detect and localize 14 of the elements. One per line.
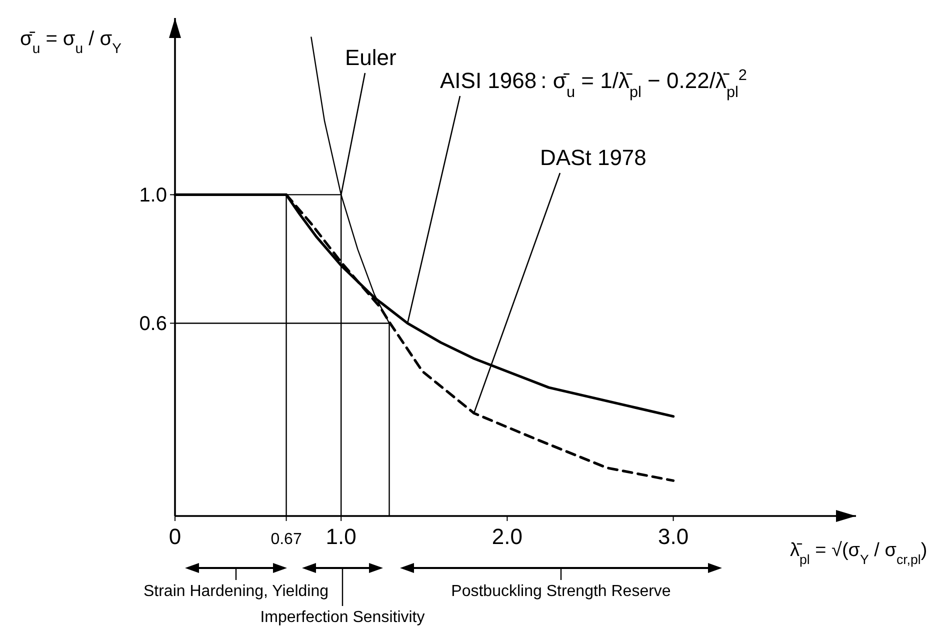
- x-tick-label: 1.0: [326, 524, 356, 549]
- text: DASt 1978: [540, 145, 646, 170]
- x-tick-label: 3.0: [658, 524, 689, 549]
- text: Postbuckling Strength Reserve: [451, 583, 671, 600]
- series-label: Euler: [345, 45, 396, 70]
- x-tick-label: 2.0: [492, 524, 522, 549]
- text: Imperfection Sensitivity: [260, 609, 425, 626]
- y-axis-title: σ̄$_{u}$ = σ$_{u}$ / σ$_{Y}$: [20, 28, 122, 56]
- text: Strain Hardening, Yielding: [143, 583, 329, 600]
- x-axis-title: λ̄$_{pl}$ = √(σ$_{Y}$ / σ$_{cr,pl}$): [790, 540, 928, 566]
- text: AISI 1968: [440, 68, 537, 93]
- x-tick-label: 0: [168, 524, 182, 549]
- y-tick-label: 0.6: [139, 313, 167, 336]
- x-tick-label: 0.67: [270, 531, 302, 548]
